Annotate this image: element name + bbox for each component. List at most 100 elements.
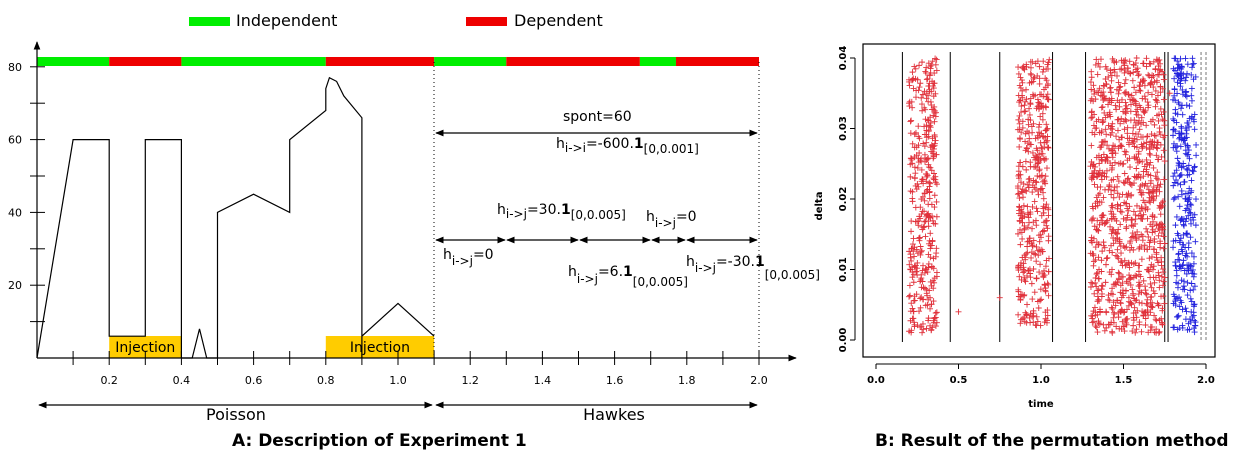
scatter-point — [1187, 234, 1194, 241]
scatter-point — [1117, 83, 1124, 90]
scatter-point — [1138, 328, 1145, 335]
x-tick-label: 1.4 — [534, 374, 552, 387]
scatter-point — [933, 67, 940, 74]
scatter-point — [1113, 133, 1120, 140]
scatter-point — [1103, 308, 1110, 315]
legend: Independent Dependent — [189, 11, 603, 30]
scatter-point — [1019, 163, 1026, 170]
scatter-point — [1092, 244, 1099, 251]
scatter-point — [912, 65, 919, 72]
scatter-point — [1017, 159, 1024, 166]
scatter-point — [906, 248, 913, 255]
scatter-point — [1127, 70, 1134, 77]
scatter-point — [1036, 80, 1043, 87]
scatter-point — [1157, 141, 1164, 148]
scatter-point — [1038, 296, 1045, 303]
scatter-point — [1114, 235, 1121, 242]
scatter-point — [1110, 226, 1117, 233]
scatter-point — [1088, 68, 1095, 75]
legend-swatch-independent — [189, 17, 230, 26]
scatter-point — [1019, 124, 1026, 131]
scatter-point — [1190, 76, 1197, 83]
scatter-point — [926, 195, 933, 202]
scatter-point — [931, 279, 938, 286]
scatter-point — [1128, 259, 1135, 266]
scatter-point — [923, 64, 930, 71]
scatter-point — [1093, 194, 1100, 201]
scatter-point — [1192, 322, 1199, 329]
scatter-point — [1153, 192, 1160, 199]
scatter-point — [1027, 64, 1034, 71]
scatter-point — [1136, 245, 1143, 252]
scatter-point — [1126, 203, 1133, 210]
scatter-point — [1136, 319, 1143, 326]
scatter-point — [1119, 191, 1126, 198]
scatter-point — [1110, 314, 1117, 321]
scatter-point — [1017, 74, 1024, 81]
scatter-point — [1130, 124, 1137, 131]
scatter-point — [1145, 89, 1152, 96]
scatter-point — [1145, 329, 1152, 336]
scatter-point — [1040, 195, 1047, 202]
scatter-point — [931, 133, 938, 140]
scatter-point — [1185, 162, 1192, 169]
scatter-point — [1136, 208, 1143, 215]
scatter-point — [1183, 308, 1190, 315]
scatter-point — [1117, 208, 1124, 215]
scatter-point — [1108, 77, 1115, 84]
scatter-point — [1120, 323, 1127, 330]
scatter-point — [1036, 151, 1043, 158]
scatter-point — [1157, 83, 1164, 90]
scatter-point — [1191, 271, 1198, 278]
scatter-point — [1091, 223, 1098, 230]
scatter-point — [1154, 92, 1161, 99]
scatter-point — [1122, 99, 1129, 106]
scatter-point — [907, 118, 914, 125]
scatter-point — [926, 123, 933, 130]
scatter-point — [1129, 140, 1136, 147]
scatter-point — [1181, 267, 1188, 274]
scatter-point — [1114, 201, 1121, 208]
scatter-point — [918, 158, 925, 165]
scatter-point — [1119, 290, 1126, 297]
scatter-point — [1151, 78, 1158, 85]
scatter-point — [1173, 176, 1180, 183]
scatter-point — [922, 233, 929, 240]
scatter-point — [1139, 158, 1146, 165]
scatter-point — [1156, 317, 1163, 324]
scatter-point — [1191, 283, 1198, 290]
scatter-point — [955, 308, 962, 315]
scatter-point — [1142, 107, 1149, 114]
scatter-point — [1137, 87, 1144, 94]
scatter-point — [1090, 215, 1097, 222]
scatter-point — [1123, 200, 1130, 207]
scatter-point — [1188, 92, 1195, 99]
scatter-point — [1109, 285, 1116, 292]
scatter-point — [1037, 113, 1044, 120]
scatter-point — [906, 78, 913, 85]
h-ii-label: hi->i=-600.1[0,0.001] — [556, 136, 699, 156]
scatter-point — [1152, 316, 1159, 323]
scatter-point — [923, 95, 930, 102]
h-ii-idx: [0,0.001] — [644, 142, 699, 156]
scatter-point — [1140, 60, 1147, 67]
scatter-point — [915, 123, 922, 130]
scatter-point — [1153, 97, 1160, 104]
scatter-point — [909, 305, 916, 312]
scatter-point — [1176, 263, 1183, 270]
scatter-point — [1137, 273, 1144, 280]
scatter-point — [927, 278, 934, 285]
scatter-point — [1181, 222, 1187, 229]
scatter-point — [906, 282, 913, 289]
scatter-point — [1022, 158, 1029, 165]
scatter-point — [1178, 136, 1185, 143]
scatter-point — [1024, 181, 1031, 188]
scatter-point — [1151, 139, 1158, 146]
scatter-point — [1133, 202, 1140, 209]
scatter-point — [927, 144, 934, 151]
dependency-segment-independent — [434, 57, 507, 66]
scatter-point — [925, 240, 932, 247]
scatter-point — [1116, 238, 1123, 245]
scatter-point — [909, 274, 916, 281]
scatter-point — [1191, 126, 1198, 133]
